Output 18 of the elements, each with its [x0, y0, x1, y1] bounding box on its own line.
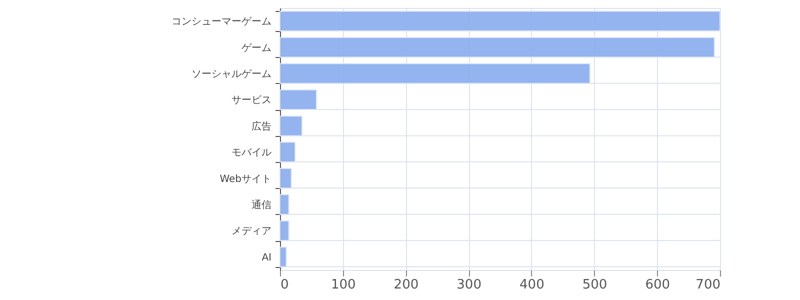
y-tick-label: サービス: [232, 95, 272, 106]
x-tick-label: 100: [330, 278, 356, 292]
x-tick-label: 500: [582, 278, 608, 292]
y-tick-label: 通信: [252, 199, 272, 211]
x-tick-label: 600: [645, 278, 670, 292]
y-tick-label: AI: [262, 252, 272, 264]
x-tick-label: 200: [394, 278, 419, 292]
y-tick-label: メディア: [232, 226, 272, 238]
y-tick-label: ゲーム: [242, 42, 272, 54]
x-tick-label: 400: [520, 278, 544, 292]
y-tick-label: Webサイト: [220, 174, 272, 185]
y-tick-label: モバイル: [232, 148, 272, 159]
y-tick-label: 広告: [252, 120, 272, 132]
x-tick-label: 300: [456, 278, 482, 292]
y-tick-label: コンシューマーゲーム: [172, 16, 272, 28]
x-tick-label: 700: [696, 278, 720, 292]
x-tick-label: 0: [280, 278, 289, 292]
y-tick-label: ソーシャルゲーム: [192, 69, 272, 80]
